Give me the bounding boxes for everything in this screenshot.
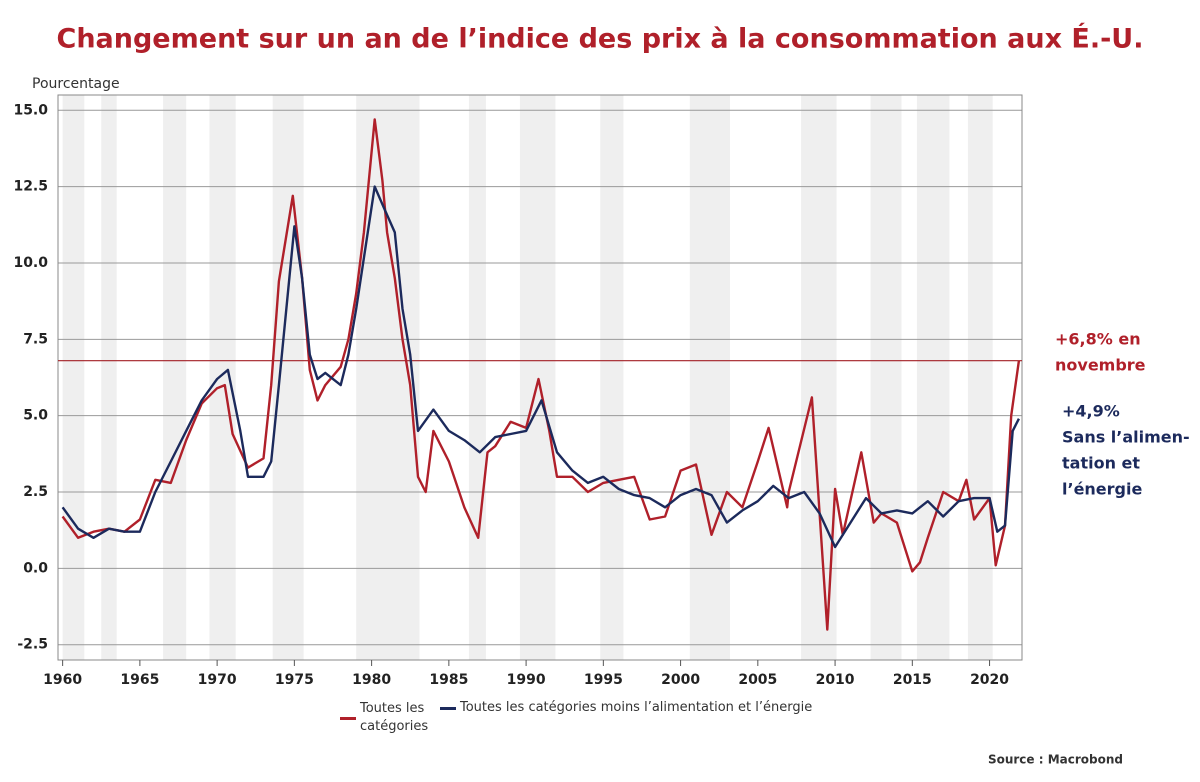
x-tick-label: 1990 (507, 672, 546, 688)
x-tick-label: 2020 (970, 672, 1009, 688)
series-line (61, 118, 1021, 631)
x-tick-label: 1960 (43, 672, 82, 688)
annotation: +4,9% (1062, 402, 1120, 421)
shaded-period (967, 95, 993, 660)
legend-item: Toutes les catégories moins l’alimentati… (440, 700, 812, 715)
annotation: novembre (1055, 356, 1146, 375)
annotation: tation et (1062, 454, 1140, 473)
x-tick-label: 1975 (275, 672, 314, 688)
x-tick-label: 1970 (198, 672, 237, 688)
y-tick-label: 2.5 (23, 484, 48, 500)
legend-label: Toutes les catégories moins l’alimentati… (460, 700, 813, 715)
series-line (61, 185, 1020, 549)
shaded-period (519, 95, 556, 660)
y-tick-label: 7.5 (23, 331, 48, 347)
source: Source : Macrobond (988, 753, 1123, 767)
shaded-period (600, 95, 624, 660)
y-axis-label: Pourcentage (32, 76, 120, 92)
y-tick-label: 12.5 (13, 179, 48, 195)
x-tick-label: 1965 (120, 672, 159, 688)
shaded-period (916, 95, 950, 660)
x-tick-label: 2000 (661, 672, 700, 688)
y-tick-label: 0.0 (23, 560, 48, 576)
x-tick-label: 2010 (816, 672, 855, 688)
annotation: +6,8% en (1055, 330, 1141, 349)
x-tick-label: 2005 (738, 672, 777, 688)
legend-swatch (440, 706, 456, 710)
shaded-period (272, 95, 304, 660)
y-tick-label: 10.0 (13, 255, 48, 271)
shaded-period (163, 95, 187, 660)
chart-title: Changement sur un an de l’indice des pri… (57, 23, 1144, 55)
legend-swatch (340, 717, 356, 720)
shaded-period (209, 95, 236, 660)
y-tick-label: -2.5 (17, 637, 48, 653)
legend-label: Toutes les catégories (360, 701, 429, 734)
y-tick-label: 15.0 (13, 102, 48, 118)
x-tick-label: 1980 (352, 672, 391, 688)
legend: Toutes les catégories Toutes les catégori… (340, 700, 812, 736)
x-tick-label: 1995 (584, 672, 623, 688)
y-tick-label: 5.0 (23, 408, 48, 424)
shaded-period (101, 95, 117, 660)
shaded-period (870, 95, 902, 660)
shaded-period (62, 95, 85, 660)
annotation: Sans l’alimen- (1062, 428, 1190, 447)
annotation: l’énergie (1062, 480, 1142, 499)
shaded-period (468, 95, 486, 660)
shaded-period (689, 95, 731, 660)
x-tick-label: 2015 (893, 672, 932, 688)
x-tick-label: 1985 (429, 672, 468, 688)
legend-item: Toutes les catégories (340, 700, 432, 736)
plot-frame (57, 94, 1023, 661)
